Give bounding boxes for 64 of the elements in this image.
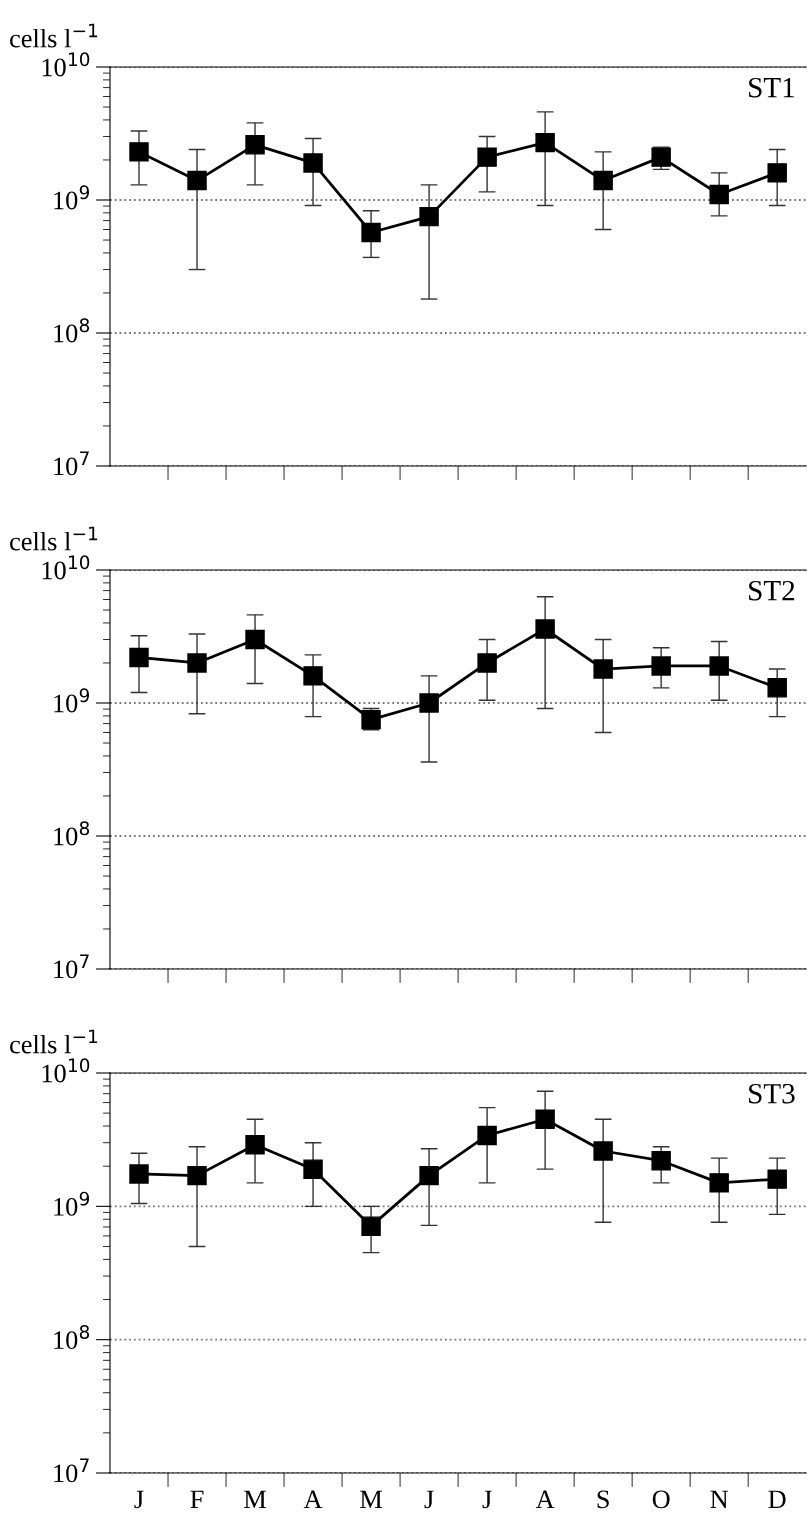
y-tick-label: 10$^{8}$: [54, 1324, 90, 1350]
point: [303, 1159, 323, 1179]
y-tick-label: 10$^{9}$: [54, 688, 90, 713]
x-tick-label: J: [482, 1490, 492, 1509]
point: [303, 153, 323, 173]
point: [535, 1109, 555, 1129]
annotation: ST3: [749, 1083, 795, 1104]
point: [361, 222, 381, 243]
y-tick-label: 10$^{7}$: [54, 1458, 89, 1483]
y-tick-label: 10$^{9}$: [54, 185, 90, 210]
point: [303, 666, 323, 686]
y-tick-label: 10$^{9}$: [54, 1191, 90, 1216]
x-tick-label: A: [535, 1490, 555, 1508]
point: [419, 1165, 439, 1186]
point: [129, 647, 149, 668]
y-tick-label: 10$^{8}$: [54, 821, 90, 846]
x-tick-label: N: [710, 1490, 729, 1508]
y-tick-label: 10$^{10}$: [42, 52, 90, 77]
x-tick-label: D: [768, 1490, 786, 1509]
point: [709, 1173, 729, 1193]
point: [535, 132, 555, 153]
point: [477, 1125, 497, 1146]
point: [419, 693, 439, 713]
x-tick-label: M: [244, 1490, 266, 1508]
point: [767, 163, 787, 183]
point: [709, 656, 729, 676]
y-axis-title: cells l$^{−1}$: [10, 526, 98, 551]
point: [593, 170, 613, 191]
x-tick-label: J: [424, 1490, 434, 1509]
y-tick-label: 10$^{10}$: [42, 555, 90, 580]
point: [245, 629, 265, 650]
point: [477, 653, 497, 673]
y-tick-label: 10$^{10}$: [42, 1058, 90, 1083]
point: [129, 142, 149, 162]
x-tick-label: O: [652, 1490, 670, 1509]
point: [187, 653, 207, 673]
point: [651, 1150, 671, 1171]
point: [245, 135, 265, 155]
point: [187, 1165, 207, 1186]
point: [593, 659, 613, 679]
x-tick-label: A: [303, 1490, 323, 1508]
point: [709, 184, 729, 205]
point: [187, 170, 207, 191]
x-tick-label: M: [360, 1490, 383, 1508]
point: [419, 206, 439, 227]
point: [767, 1169, 787, 1189]
y-tick-label: 10$^{8}$: [54, 318, 90, 343]
annotation: ST2: [749, 580, 795, 601]
x-tick-label: S: [597, 1490, 609, 1509]
point: [245, 1134, 265, 1155]
y-axis-title: cells l$^{−1}$: [10, 23, 98, 48]
y-tick-label: 10$^{7}$: [54, 451, 89, 476]
point: [535, 619, 555, 639]
y-axis-title: cells l$^{−1}$: [10, 1029, 98, 1054]
point: [129, 1164, 149, 1184]
point: [593, 1141, 613, 1161]
point: [361, 1216, 381, 1236]
point: [651, 656, 671, 676]
x-tick-label: J: [134, 1490, 144, 1509]
point: [767, 678, 787, 698]
y-tick-label: 10$^{7}$: [54, 954, 89, 979]
annotation: ST1: [749, 77, 794, 98]
x-tick-label: F: [190, 1490, 204, 1508]
point: [477, 147, 497, 167]
